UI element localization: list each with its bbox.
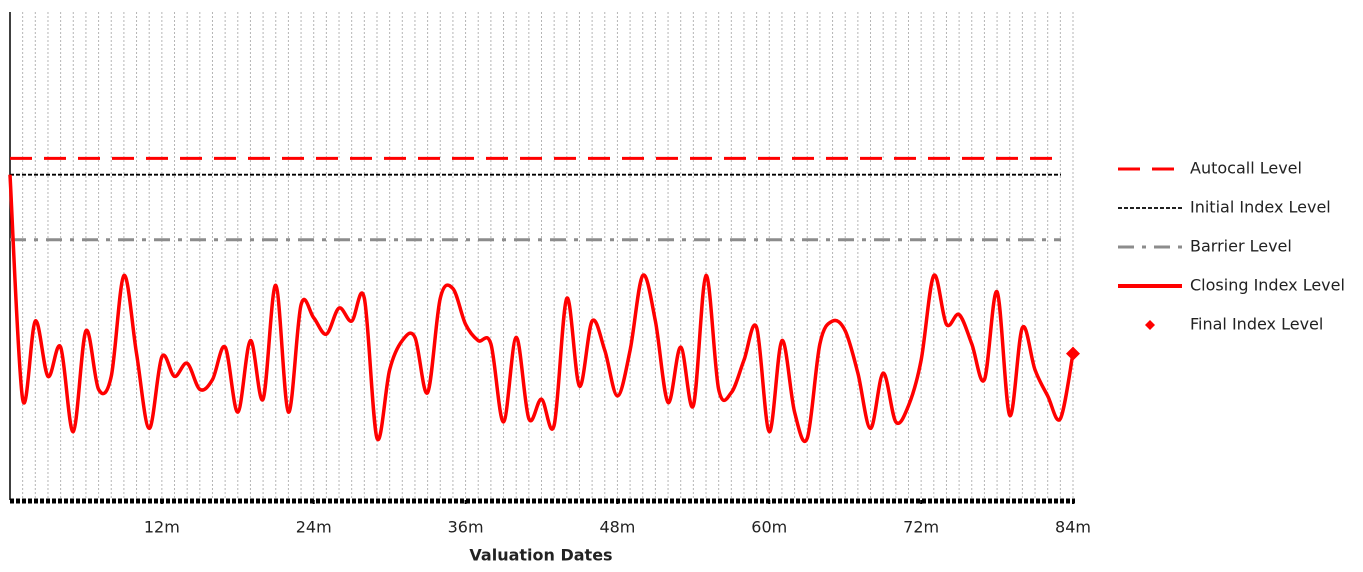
x-tick-label: 60m bbox=[751, 518, 787, 537]
x-tick-label: 12m bbox=[144, 518, 180, 537]
legend-label: Autocall Level bbox=[1190, 159, 1302, 178]
legend-label: Closing Index Level bbox=[1190, 276, 1345, 295]
x-tick-label: 24m bbox=[296, 518, 332, 537]
x-tick-label: 48m bbox=[599, 518, 635, 537]
closing-line bbox=[8, 174, 1075, 443]
legend-swatch bbox=[1145, 320, 1155, 330]
x-tick-label: 72m bbox=[903, 518, 939, 537]
x-axis-title: Valuation Dates bbox=[469, 546, 612, 565]
legend-label: Final Index Level bbox=[1190, 315, 1323, 334]
final-marker bbox=[1066, 346, 1080, 361]
legend-label: Initial Index Level bbox=[1190, 198, 1331, 217]
x-tick-label: 36m bbox=[448, 518, 484, 537]
x-tick-label: 84m bbox=[1055, 518, 1091, 537]
legend-label: Barrier Level bbox=[1190, 237, 1292, 256]
